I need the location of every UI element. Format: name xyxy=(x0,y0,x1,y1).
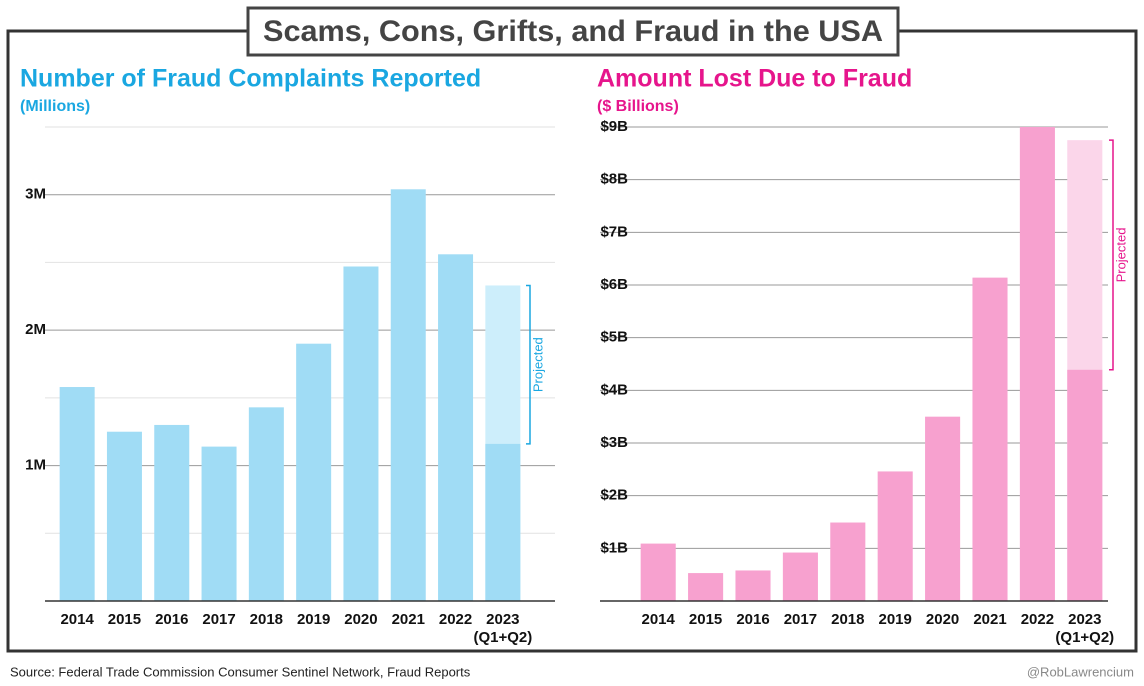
x-tick-label: 2023 xyxy=(1068,611,1101,628)
bar xyxy=(248,407,284,601)
x-tick-label: 2016 xyxy=(736,611,769,628)
bar xyxy=(877,471,913,601)
bar xyxy=(201,446,237,601)
bar xyxy=(59,387,95,601)
bar xyxy=(296,343,332,601)
y-tick-label: $7B xyxy=(600,223,628,240)
bar xyxy=(154,424,190,601)
x-tick-label: 2018 xyxy=(250,611,283,628)
y-tick-label: 1M xyxy=(25,457,46,474)
bar xyxy=(343,266,379,601)
y-tick-label: $9B xyxy=(600,118,628,135)
y-tick-label: $6B xyxy=(600,276,628,293)
y-tick-label: $8B xyxy=(600,171,628,188)
bar xyxy=(390,189,426,601)
y-tick-label: $5B xyxy=(600,329,628,346)
bar xyxy=(1067,369,1103,601)
x-tick-label: 2019 xyxy=(879,611,912,628)
x-tick-label: 2023 xyxy=(486,611,519,628)
bar xyxy=(106,431,142,601)
x-tick-label: 2022 xyxy=(439,611,472,628)
projected-bracket xyxy=(526,284,531,445)
bar xyxy=(485,443,521,601)
chart-title: Amount Lost Due to Fraud xyxy=(597,65,912,93)
x-tick-label: 2021 xyxy=(392,611,425,628)
x-tick-label: 2020 xyxy=(926,611,959,628)
bar xyxy=(438,254,474,601)
y-tick-label: 3M xyxy=(25,186,46,203)
title-box xyxy=(246,6,900,57)
chart-subtitle: ($ Billions) xyxy=(597,98,679,115)
x-tick-label: 2021 xyxy=(973,611,1006,628)
x-tick-label: 2015 xyxy=(108,611,141,628)
x-tick-note: (Q1+Q2) xyxy=(1055,629,1114,646)
x-tick-label: 2017 xyxy=(202,611,235,628)
x-tick-label: 2022 xyxy=(1021,611,1054,628)
bar xyxy=(972,277,1008,601)
x-tick-note: (Q1+Q2) xyxy=(473,629,532,646)
y-tick-label: 2M xyxy=(25,321,46,338)
y-tick-label: $2B xyxy=(600,487,628,504)
bar xyxy=(782,552,818,601)
x-tick-label: 2017 xyxy=(784,611,817,628)
x-tick-label: 2015 xyxy=(689,611,722,628)
projected-annotation: Projected xyxy=(530,337,545,392)
y-tick-label: $3B xyxy=(600,434,628,451)
x-tick-label: 2016 xyxy=(155,611,188,628)
bar xyxy=(830,522,866,601)
bar xyxy=(735,570,771,601)
chart-subtitle: (Millions) xyxy=(20,98,90,115)
bar xyxy=(1019,127,1055,601)
source: Source: Federal Trade Commission Consume… xyxy=(10,664,471,679)
x-tick-label: 2014 xyxy=(60,611,94,628)
y-tick-label: $1B xyxy=(600,539,628,556)
credit: @RobLawrencium xyxy=(1027,664,1134,679)
chart-title: Number of Fraud Complaints Reported xyxy=(20,65,481,93)
x-tick-label: 2018 xyxy=(831,611,864,628)
projected-annotation: Projected xyxy=(1113,228,1128,283)
projected-bracket xyxy=(1109,139,1114,371)
x-tick-label: 2014 xyxy=(642,611,676,628)
x-tick-label: 2020 xyxy=(344,611,377,628)
bar xyxy=(640,543,676,601)
bar xyxy=(925,416,961,601)
x-tick-label: 2019 xyxy=(297,611,330,628)
bar xyxy=(688,573,724,601)
main-title: Scams, Cons, Grifts, and Fraud in the US… xyxy=(263,15,883,48)
y-tick-label: $4B xyxy=(600,381,628,398)
